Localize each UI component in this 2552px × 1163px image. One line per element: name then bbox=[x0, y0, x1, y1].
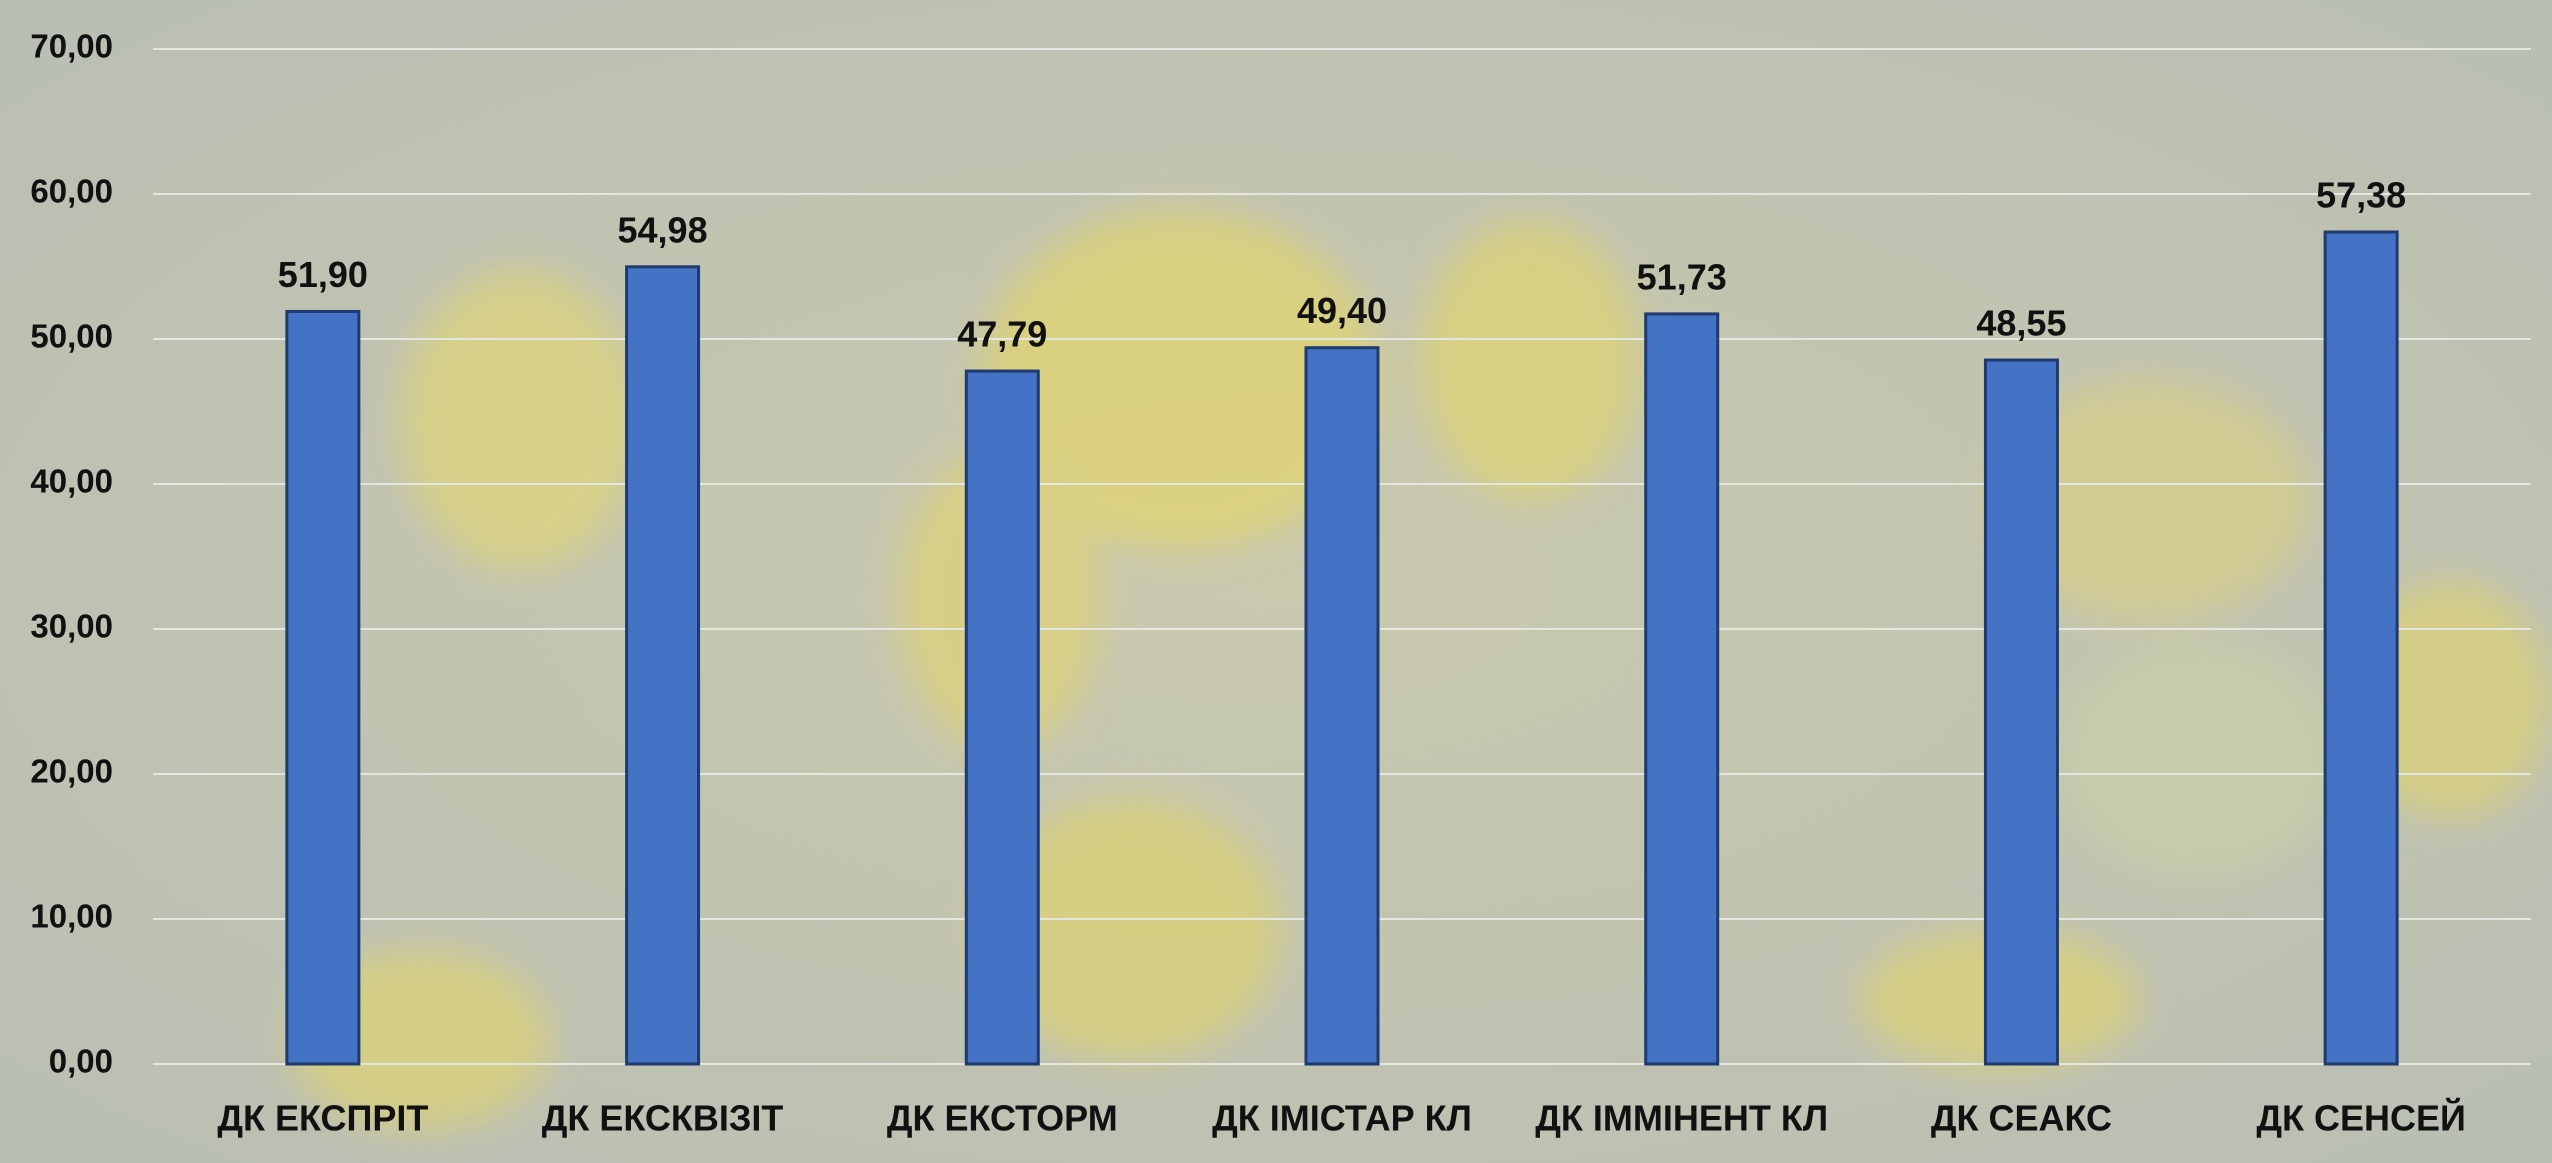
bar bbox=[1646, 314, 1718, 1064]
x-tick-label: ДК СЕАКС bbox=[1931, 1098, 2112, 1139]
value-label: 48,55 bbox=[1976, 303, 2066, 344]
chart: 0,00 10,00 20,00 30,00 40,00 50,00 60,00 70,00 Д… bbox=[0, 0, 2552, 1163]
y-tick-label: 20,00 bbox=[30, 753, 113, 790]
x-tick-label: ДК ЕКСПРІТ bbox=[217, 1098, 428, 1139]
y-tick-label: 50,00 bbox=[30, 318, 113, 355]
page: 0,00 10,00 20,00 30,00 40,00 50,00 60,00 70,00 Д… bbox=[0, 0, 2552, 1163]
value-label: 54,98 bbox=[618, 209, 708, 250]
y-tick-label: 10,00 bbox=[30, 898, 113, 935]
x-tick-label: ДК СЕНСЕЙ bbox=[2256, 1097, 2466, 1139]
x-tick-label: ДК ЕКСТОРМ bbox=[887, 1098, 1118, 1139]
x-tick-label: ДК ІММІНЕНТ КЛ bbox=[1535, 1098, 1828, 1139]
y-tick-label: 30,00 bbox=[30, 608, 113, 645]
bar bbox=[1985, 360, 2057, 1064]
value-label: 57,38 bbox=[2316, 175, 2406, 216]
bar bbox=[287, 311, 359, 1064]
bar bbox=[1306, 348, 1378, 1064]
value-label: 51,90 bbox=[278, 254, 368, 295]
value-label: 51,73 bbox=[1637, 256, 1727, 297]
value-label: 49,40 bbox=[1297, 290, 1387, 331]
value-label: 47,79 bbox=[957, 314, 1047, 355]
x-tick-label: ДК ЕКСКВІЗІТ bbox=[542, 1098, 784, 1139]
y-tick-label: 40,00 bbox=[30, 463, 113, 500]
bar bbox=[627, 267, 699, 1064]
x-tick-label: ДК ІМІСТАР КЛ bbox=[1212, 1098, 1472, 1139]
bar bbox=[2325, 232, 2397, 1064]
y-tick-label: 70,00 bbox=[30, 28, 113, 65]
y-tick-label: 0,00 bbox=[49, 1043, 113, 1080]
y-tick-label: 60,00 bbox=[30, 173, 113, 210]
bar bbox=[966, 371, 1038, 1064]
